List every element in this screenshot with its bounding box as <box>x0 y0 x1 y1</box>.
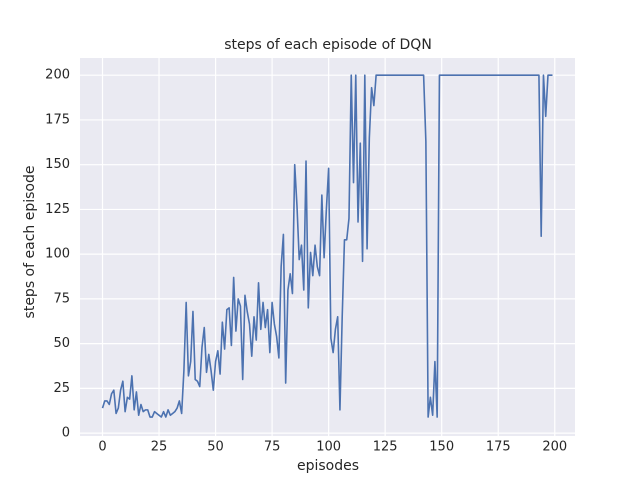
chart-title: steps of each episode of DQN <box>224 37 432 53</box>
x-tick-label: 100 <box>316 440 341 455</box>
x-tick-label: 175 <box>486 440 511 455</box>
x-axis-label: episodes <box>297 458 359 474</box>
y-tick-label: 100 <box>45 247 70 262</box>
y-tick-label: 0 <box>62 426 70 441</box>
line <box>101 74 553 418</box>
plot-area <box>80 58 575 436</box>
y-axis-label: steps of each episode <box>22 166 38 319</box>
x-tick-label: 25 <box>151 440 168 455</box>
x-tick-label: 125 <box>373 440 398 455</box>
y-tick-label: 200 <box>45 68 70 83</box>
x-tick-label: 50 <box>207 440 224 455</box>
y-tick-label: 25 <box>53 381 70 396</box>
x-tick-label: 0 <box>98 440 106 455</box>
y-tick-label: 175 <box>45 112 70 127</box>
y-tick-label: 75 <box>53 291 70 306</box>
y-tick-label: 125 <box>45 202 70 217</box>
x-tick-label: 150 <box>429 440 454 455</box>
x-tick-label: 75 <box>264 440 281 455</box>
x-tick-label: 200 <box>542 440 567 455</box>
y-tick-label: 150 <box>45 157 70 172</box>
y-tick-label: 50 <box>53 336 70 351</box>
